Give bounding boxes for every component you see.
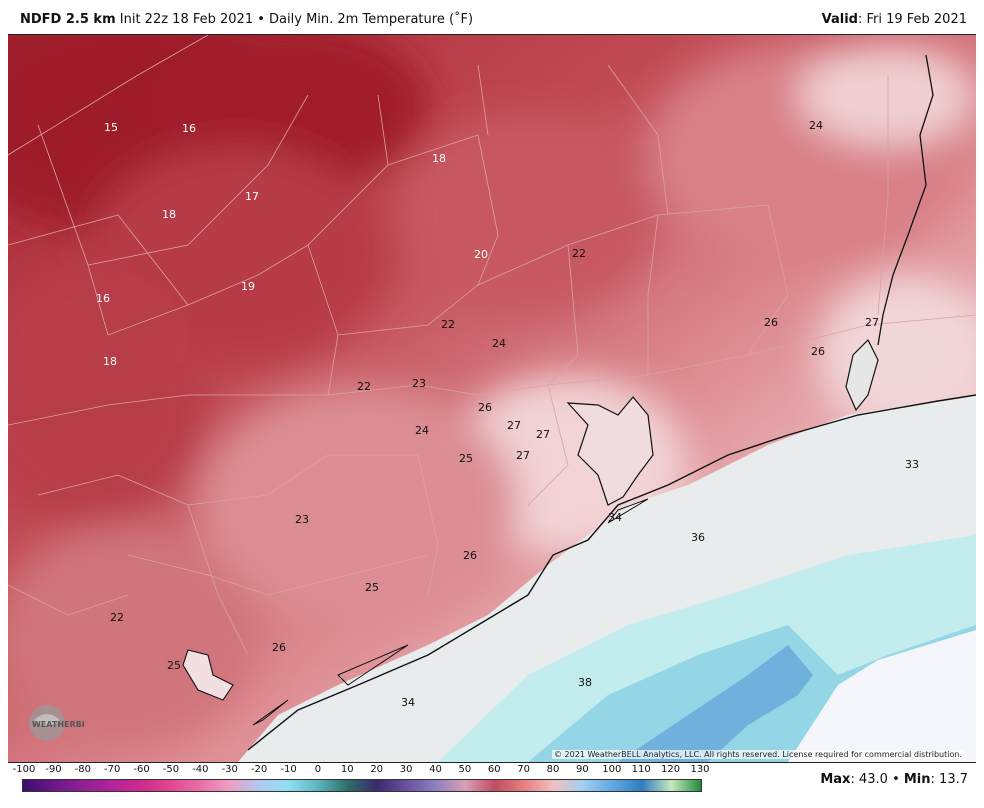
- colorbar-tick: 60: [487, 764, 501, 775]
- temp-label: 26: [811, 345, 825, 358]
- galveston-bay: [566, 396, 654, 506]
- colorbar-tick: 70: [517, 764, 531, 775]
- temp-label: 38: [578, 676, 592, 689]
- temp-label: 22: [357, 380, 371, 393]
- colorbar-tick: 30: [399, 764, 413, 775]
- init-time: Init 22z 18 Feb 2021: [119, 12, 254, 27]
- temperature-labels: 15 16 18 17 18 20 22 24 16 19 18 22 24 2…: [96, 119, 919, 709]
- colorbar-tick: -100: [12, 764, 36, 775]
- temperature-colorbar: [22, 779, 702, 792]
- valid-date: : Fri 19 Feb 2021: [857, 12, 967, 27]
- colorbar-tick: -40: [192, 764, 209, 775]
- copyright-notice: © 2021 WeatherBELL Analytics, LLC. All r…: [552, 750, 964, 759]
- temp-label: 18: [432, 152, 446, 165]
- temp-label: 16: [182, 122, 196, 135]
- temp-label: 19: [241, 280, 255, 293]
- temp-label: 25: [167, 659, 181, 672]
- model-name: NDFD 2.5 km: [20, 12, 116, 27]
- coastline: [247, 394, 976, 751]
- colorbar-tick: 50: [458, 764, 472, 775]
- colorbar-tick: 10: [340, 764, 354, 775]
- colorbar-tick: -70: [104, 764, 121, 775]
- temp-label: 22: [441, 318, 455, 331]
- sabine-lake: [845, 338, 879, 412]
- state-boundary: [877, 54, 934, 346]
- barrier-island: [337, 644, 409, 686]
- barrier-island-2: [252, 699, 289, 726]
- temp-label: 17: [245, 190, 259, 203]
- galveston-island: [607, 498, 649, 524]
- max-min-stats: Max: 43.0 • Min: 13.7: [820, 772, 968, 787]
- temp-label: 15: [104, 121, 118, 134]
- temp-label: 26: [478, 401, 492, 414]
- temp-label: 26: [764, 316, 778, 329]
- colorbar-tick: 110: [631, 764, 651, 775]
- temp-label: 34: [608, 511, 622, 524]
- colorbar-tick: -30: [221, 764, 238, 775]
- colorbar-tick: -50: [162, 764, 180, 775]
- colorbar-tick: 100: [602, 764, 622, 775]
- temp-label: 24: [492, 337, 506, 350]
- colorbar-tick: 40: [429, 764, 442, 775]
- matagorda-bay: [182, 649, 234, 701]
- max-value: : 43.0: [850, 772, 888, 787]
- logo-text: WEATHERBELL: [32, 720, 84, 729]
- valid-label: Valid: [821, 12, 858, 27]
- temp-label: 25: [365, 581, 379, 594]
- temp-label: 36: [691, 531, 705, 544]
- colorbar-tick: 20: [370, 764, 384, 775]
- temp-label: 16: [96, 292, 110, 305]
- temperature-map: 15 16 18 17 18 20 22 24 16 19 18 22 24 2…: [8, 34, 976, 763]
- county-lines: [8, 35, 976, 656]
- colorbar-tick: -80: [74, 764, 91, 775]
- temp-label: 27: [507, 419, 521, 432]
- temp-label: 33: [905, 458, 919, 471]
- temp-label: 34: [401, 696, 415, 709]
- temperature-shading: [8, 35, 976, 745]
- temp-label: 26: [272, 641, 286, 654]
- field-name: Daily Min. 2m Temperature (˚F): [269, 12, 474, 27]
- water-shading: [438, 535, 976, 762]
- map-canvas: 15 16 18 17 18 20 22 24 16 19 18 22 24 2…: [8, 35, 976, 762]
- temp-label: 26: [463, 549, 477, 562]
- stats-separator: •: [892, 772, 900, 787]
- temp-label: 23: [412, 377, 426, 390]
- colorbar-tick: -20: [250, 764, 268, 775]
- colorbar-tick: 80: [546, 764, 560, 775]
- colorbar-tick: -60: [133, 764, 150, 775]
- temp-label: 22: [572, 247, 586, 260]
- temp-label: 20: [474, 248, 488, 261]
- temp-label: 25: [459, 452, 473, 465]
- temp-label: 27: [536, 428, 550, 441]
- colorbar-tick: 90: [576, 764, 589, 775]
- colorbar-tick: 120: [661, 764, 681, 775]
- colorbar-ticks: -100 -90 -80 -70 -60 -50 -40 -30 -20 -10 0 10 20 30 40…: [0, 764, 984, 778]
- temp-label: 22: [110, 611, 124, 624]
- temp-label: 24: [415, 424, 429, 437]
- map-header: NDFD 2.5 km Init 22z 18 Feb 2021 • Daily…: [0, 0, 984, 34]
- temp-label: 27: [865, 316, 879, 329]
- colorbar-tick: 130: [690, 764, 710, 775]
- valid-time: Valid: Fri 19 Feb 2021: [822, 12, 967, 27]
- max-label: Max: [820, 772, 851, 787]
- temp-label: 27: [516, 449, 530, 462]
- colorbar-tick: -10: [280, 764, 297, 775]
- title-separator: •: [257, 12, 265, 27]
- temp-label: 24: [809, 119, 823, 132]
- colorbar-tick: -90: [45, 764, 62, 775]
- temp-label: 23: [295, 513, 309, 526]
- weatherbell-logo: WEATHERBELL: [26, 702, 84, 744]
- map-title: NDFD 2.5 km Init 22z 18 Feb 2021 • Daily…: [20, 12, 473, 27]
- temp-label: 18: [103, 355, 117, 368]
- min-label: Min: [903, 772, 931, 787]
- temp-label: 18: [162, 208, 176, 221]
- min-value: : 13.7: [930, 772, 968, 787]
- colorbar-tick: 0: [314, 764, 322, 775]
